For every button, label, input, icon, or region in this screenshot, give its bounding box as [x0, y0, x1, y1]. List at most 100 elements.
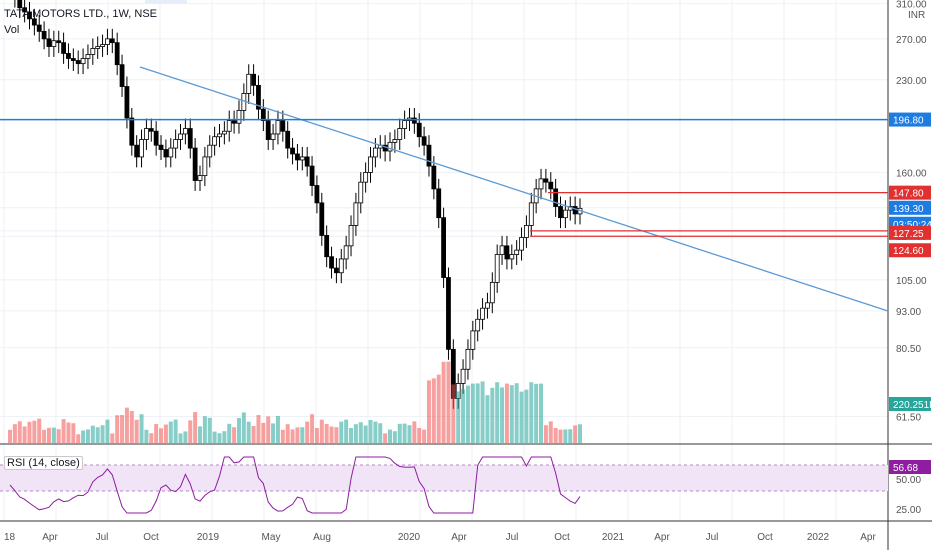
candle-body — [494, 254, 500, 283]
rsi-legend: RSI (14, close) — [4, 456, 83, 470]
candle-body — [519, 237, 524, 251]
time-tick-label: Aug — [313, 532, 331, 543]
top-toolbar-tab[interactable] — [145, 0, 187, 4]
candle-body — [504, 245, 510, 260]
candle-body — [562, 209, 568, 219]
volume-bar — [329, 426, 334, 443]
candle-body — [290, 147, 295, 155]
resistance-price-tag: 196.80 — [893, 116, 924, 127]
volume-bar — [236, 418, 241, 443]
volume-bar — [241, 412, 246, 443]
volume-bar — [319, 419, 324, 443]
candle-body — [572, 206, 578, 215]
candle-body — [217, 133, 222, 138]
support-b-price-tag: 124.60 — [893, 246, 924, 257]
volume-bar — [22, 426, 27, 443]
volume-bar — [500, 387, 505, 443]
candle-body — [124, 86, 130, 119]
time-tick-label: 2021 — [602, 532, 625, 543]
candle-body — [90, 48, 96, 55]
volume-bar — [51, 427, 56, 443]
volume-bar — [475, 383, 480, 443]
candle-body — [100, 44, 105, 47]
candle-body — [480, 307, 485, 320]
volume-bar — [529, 382, 534, 443]
volume-bar — [495, 382, 500, 443]
volume-bar — [397, 423, 402, 443]
candle-body — [27, 11, 32, 20]
candle-body — [295, 153, 300, 161]
volume-bar — [202, 416, 207, 443]
volume-bar — [324, 424, 329, 443]
volume-bars — [8, 361, 582, 443]
candle-body — [270, 133, 276, 140]
time-tick-label: 2020 — [398, 532, 421, 543]
volume-bar — [431, 378, 436, 443]
candle-body — [319, 202, 325, 236]
candle-body — [465, 348, 471, 370]
time-tick-label: 18 — [4, 532, 16, 543]
candle-body — [129, 117, 135, 146]
candle-body — [119, 64, 125, 87]
volume-bar — [504, 383, 509, 443]
symbol-legend: TATA MOTORS LTD., 1W, NSE — [4, 8, 158, 20]
volume-bar — [66, 422, 71, 443]
candle-body — [372, 147, 378, 158]
candle-body — [309, 165, 315, 186]
volume-bar — [280, 429, 285, 443]
volume-bar — [183, 431, 188, 443]
volume-bar — [56, 429, 61, 443]
rsi-tick-label: 25.00 — [896, 505, 921, 516]
volume-bar — [198, 426, 202, 443]
candle-body — [348, 225, 354, 247]
candle-body — [421, 136, 427, 146]
rsi-tick-label: 50.00 — [896, 475, 921, 486]
volume-bar — [446, 361, 451, 443]
candle-body — [51, 40, 57, 47]
candle-body — [304, 156, 310, 167]
candle-body — [246, 73, 252, 94]
volume-bar — [261, 422, 266, 443]
time-tick-label: Jul — [506, 532, 519, 543]
candle-body — [436, 188, 442, 219]
candle-body — [324, 235, 330, 258]
rsi-value-tag: 56.68 — [893, 463, 918, 474]
candle-body — [416, 122, 422, 138]
volume-bar — [349, 428, 354, 443]
volume-bar — [120, 415, 125, 443]
candle-body — [441, 217, 446, 278]
candle-body — [265, 120, 271, 140]
price-tick-label: 160.00 — [896, 168, 927, 179]
volume-bar — [353, 424, 358, 443]
volume-bar — [232, 427, 237, 443]
upper-support-price-tag: 147.80 — [893, 189, 924, 200]
volume-bar — [42, 429, 47, 443]
volume-bar — [124, 407, 129, 443]
volume-bar — [456, 391, 461, 443]
volume-bar — [61, 419, 66, 443]
support-a-price-tag: 127.25 — [893, 229, 924, 240]
volume-bar — [534, 383, 539, 443]
candle-body — [343, 245, 349, 260]
volume-bar — [363, 425, 368, 443]
last-price-tag: 139.30 — [893, 204, 924, 215]
rsi-line — [9, 456, 581, 514]
candle-body — [192, 147, 198, 181]
candles — [14, 0, 583, 409]
volume-bar — [417, 428, 422, 443]
volume-bar — [578, 424, 582, 443]
candle-body — [251, 73, 256, 86]
candle-body — [187, 128, 193, 149]
candle-body — [114, 42, 120, 66]
time-tick-label: Jul — [706, 532, 719, 543]
volume-bar — [115, 415, 120, 443]
price-tick-label: 105.00 — [896, 276, 927, 287]
candle-body — [153, 130, 159, 146]
candle-body — [236, 109, 242, 124]
volume-bar — [490, 387, 495, 443]
volume-bar — [173, 419, 178, 443]
candle-body — [158, 144, 164, 150]
volume-bar — [412, 421, 417, 443]
volume-bar — [310, 414, 315, 443]
